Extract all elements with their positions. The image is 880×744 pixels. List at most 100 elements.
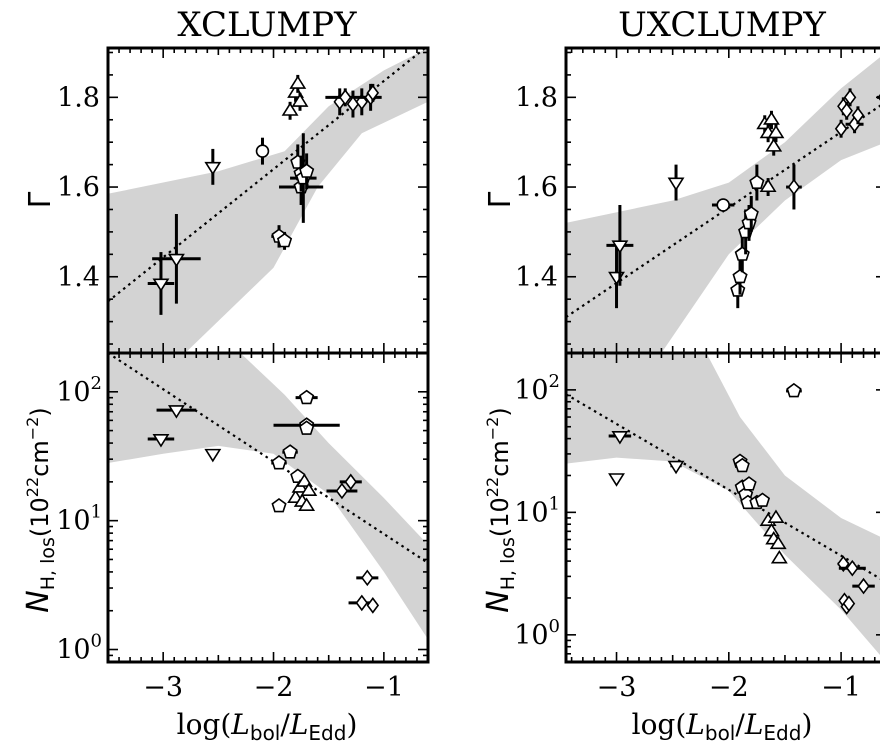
marker-pentagon (282, 444, 298, 459)
ylabel-nh-symbol: N (21, 590, 56, 612)
data-point (786, 382, 802, 398)
xlabel-sub1: bol (705, 721, 736, 744)
marker-pentagon (741, 476, 757, 491)
data-point (763, 110, 780, 129)
data-point (734, 457, 750, 473)
svg-text:NH, los(1022cm−2): NH, los(1022cm−2) (21, 407, 59, 612)
marker-tri-up (291, 93, 309, 107)
y-tick-label: 1.6 (57, 172, 100, 203)
ylabel-nh-unit: (10 (486, 497, 514, 537)
xlabel-sub2: Edd (763, 721, 801, 744)
marker-diamond (335, 482, 349, 500)
svg-text:log(Lbol/LEdd): log(Lbol/LEdd) (177, 708, 358, 744)
data-point (147, 252, 175, 315)
marker-tri-up (298, 497, 316, 511)
data-point (366, 597, 380, 614)
data-point (271, 455, 287, 470)
data-point (147, 434, 175, 448)
marker-tri-down (152, 278, 170, 292)
marker-diamond (842, 595, 856, 612)
data-point (204, 148, 222, 185)
xlabel-open: log( (177, 708, 232, 741)
y-tick-label: 102 (514, 371, 560, 406)
data-point (299, 153, 315, 190)
x-tick-label: −3 (143, 672, 183, 703)
marker-tri-down (204, 448, 222, 463)
marker-diamond (344, 473, 358, 491)
marker-pentagon (786, 382, 802, 398)
y-tick-label: 1.4 (515, 262, 558, 293)
ylabel-nh-sub: H, los (497, 537, 519, 590)
data-point (754, 492, 771, 507)
marker-circle (716, 198, 730, 212)
marker-tri-up (769, 535, 787, 550)
panel-uxclumpy-top: 1.4 1.6 1.8 (515, 46, 880, 355)
xlabel-L1: L (230, 708, 250, 741)
data-point (204, 448, 222, 463)
x-tick-label: −1 (821, 672, 861, 703)
marker-tri-down (667, 460, 685, 475)
y-tick-label: 1.8 (515, 82, 558, 113)
svg-text:NH, los(1022cm−2): NH, los(1022cm−2) (481, 407, 519, 612)
y-tick-label: 100 (514, 616, 560, 651)
data-point (852, 577, 875, 595)
xlabel-close: ) (346, 708, 357, 741)
ylabel-nh-symbol: N (481, 590, 516, 612)
marker-pentagon (299, 163, 315, 178)
marker-diamond (846, 559, 859, 577)
y-tick-label: 1.8 (57, 82, 100, 113)
marker-diamond (787, 178, 801, 196)
data-point (152, 213, 201, 304)
plot-area (108, 353, 428, 640)
ylabel-gamma-right: Γ (483, 191, 518, 208)
data-point (743, 196, 759, 232)
marker-pentagon (271, 455, 287, 470)
ylabel-nh-exp2: −2 (483, 417, 502, 441)
marker-pentagon (271, 498, 287, 513)
y-tick-label: 100 (56, 631, 102, 666)
xlabel-sub2: Edd (308, 721, 346, 744)
data-point (711, 198, 735, 212)
marker-tri-up (767, 124, 785, 139)
data-point (741, 476, 757, 491)
data-point (840, 101, 853, 120)
marker-diamond (851, 106, 865, 124)
ylabel-nh-unit2: cm (26, 440, 54, 477)
panel-uxclumpy-bottom: −3 −2 −1 100 101 102 (514, 351, 880, 703)
xlabel-L1: L (685, 708, 705, 741)
data-point (276, 231, 293, 250)
axis-frame (106, 351, 430, 664)
y-tick-label: 102 (56, 373, 102, 408)
marker-circle (255, 144, 270, 158)
panels-group: 1.4 1.6 1.8 −3 −2 −1 100 101 102 1.4 1.6 1.8 −3 −2 −1 1… (56, 46, 880, 703)
xlabel-slash: / (280, 708, 290, 741)
ylabel-nh-unit2: cm (486, 440, 514, 477)
data-point (326, 482, 358, 500)
marker-pentagon (734, 457, 750, 473)
marker-pentagon (730, 282, 746, 297)
xlabel-close: ) (801, 708, 812, 741)
confidence-band (108, 48, 428, 353)
xlabel-sub1: bol (250, 721, 281, 744)
ylabel-gamma-left: Γ (23, 191, 58, 208)
marker-diamond (366, 597, 380, 614)
data-point (356, 569, 379, 587)
data-point (834, 119, 848, 138)
marker-tri-down (167, 253, 185, 268)
data-point (295, 389, 318, 405)
marker-diamond (834, 120, 848, 138)
ylabel-nh-left: NH, los(1022cm−2) (21, 407, 59, 612)
data-point (156, 405, 197, 419)
confidence-band (566, 353, 880, 656)
data-point (608, 473, 625, 487)
xlabel-left: log(Lbol/LEdd) (177, 708, 358, 744)
marker-tri-down (667, 177, 685, 192)
marker-tri-down (608, 473, 625, 487)
marker-diamond (355, 594, 369, 612)
data-point (851, 106, 865, 125)
data-point (608, 431, 632, 445)
marker-pentagon (749, 174, 765, 189)
data-point (765, 137, 783, 156)
svg-text:log(Lbol/LEdd): log(Lbol/LEdd) (632, 708, 813, 744)
